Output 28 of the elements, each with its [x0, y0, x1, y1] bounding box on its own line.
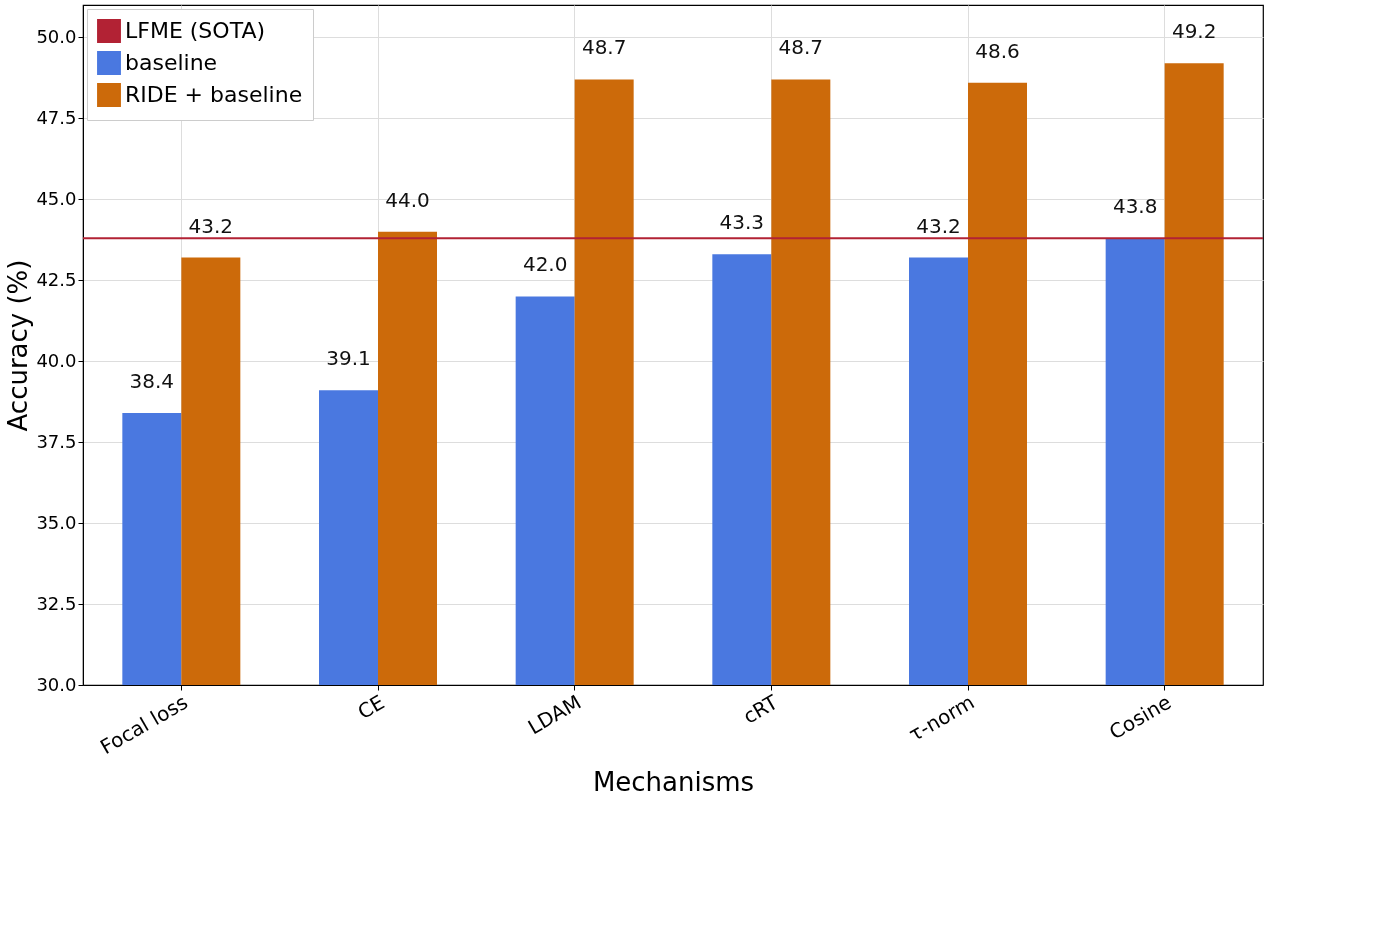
data-label: 43.2 — [916, 213, 961, 238]
y-tick-label: 40.0 — [36, 349, 77, 371]
data-label: 44.0 — [385, 187, 430, 212]
y-tick-label: 35.0 — [36, 511, 77, 533]
legend-label: baseline — [125, 50, 218, 75]
y-tick-label: 42.5 — [36, 268, 77, 290]
data-label: 49.2 — [1171, 19, 1217, 44]
x-axis-title: Mechanisms — [592, 767, 755, 798]
data-label: 48.7 — [581, 35, 627, 60]
data-label: 43.3 — [719, 210, 765, 235]
data-label: 43.2 — [188, 213, 234, 238]
y-tick-label: 32.5 — [36, 592, 77, 614]
data-label: 48.7 — [778, 35, 824, 60]
data-label: 43.8 — [1112, 194, 1158, 219]
legend-label: RIDE + baseline — [125, 82, 303, 107]
y-tick-label: 50.0 — [36, 25, 77, 47]
data-label: 48.6 — [975, 38, 1020, 63]
y-axis-title: Accuracy (%) — [3, 259, 34, 432]
data-label: 42.0 — [522, 252, 568, 277]
y-tick-label: 45.0 — [36, 187, 77, 209]
x-tick-label: cRT — [738, 689, 783, 729]
legend-label: LFME (SOTA) — [125, 18, 266, 43]
x-tick-label: CE — [353, 689, 389, 724]
y-tick-label: 47.5 — [36, 106, 77, 128]
y-tick-label: 30.0 — [36, 673, 77, 695]
data-label: 39.1 — [326, 346, 371, 371]
data-label: 38.4 — [129, 369, 175, 393]
y-tick-label: 37.5 — [36, 430, 77, 452]
